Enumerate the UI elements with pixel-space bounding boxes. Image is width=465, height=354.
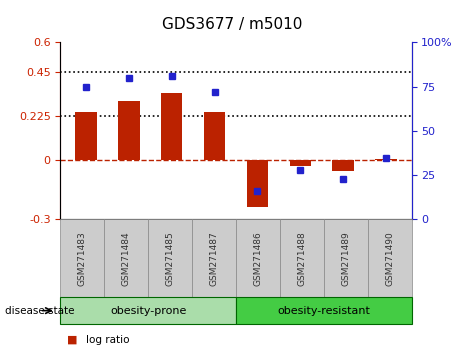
Text: GSM271487: GSM271487 — [210, 231, 219, 286]
Text: GSM271489: GSM271489 — [341, 231, 350, 286]
Text: ■: ■ — [67, 335, 78, 345]
Text: log ratio: log ratio — [86, 335, 130, 345]
Bar — [290, 160, 311, 166]
Text: obesity-resistant: obesity-resistant — [277, 306, 370, 316]
Text: GDS3677 / m5010: GDS3677 / m5010 — [162, 17, 303, 32]
Bar — [75, 112, 97, 160]
Text: GSM271486: GSM271486 — [253, 231, 262, 286]
Text: GSM271484: GSM271484 — [122, 231, 131, 286]
Bar — [247, 160, 268, 207]
Bar — [204, 112, 225, 160]
Text: GSM271488: GSM271488 — [297, 231, 306, 286]
Text: obesity-prone: obesity-prone — [110, 306, 186, 316]
Text: GSM271490: GSM271490 — [385, 231, 394, 286]
Text: GSM271483: GSM271483 — [78, 231, 87, 286]
Bar — [161, 93, 182, 160]
Bar — [332, 160, 354, 171]
Bar — [118, 102, 140, 160]
Text: GSM271485: GSM271485 — [166, 231, 175, 286]
Text: disease state: disease state — [5, 306, 74, 316]
